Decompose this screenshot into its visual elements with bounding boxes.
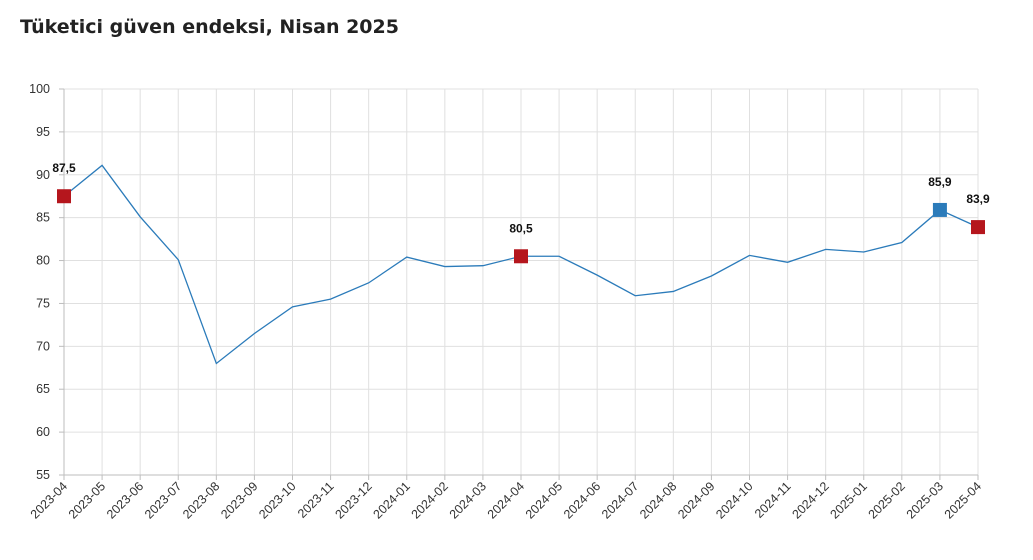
x-tick-label: 2025-04 — [942, 479, 984, 521]
x-tick-label: 2023-10 — [256, 479, 298, 521]
x-tick-label: 2025-01 — [828, 479, 870, 521]
x-tick-label: 2025-02 — [866, 479, 908, 521]
y-tick-label: 70 — [36, 339, 50, 353]
x-tick-label: 2024-05 — [523, 479, 565, 521]
y-tick-label: 100 — [29, 82, 50, 96]
data-marker — [514, 249, 528, 264]
x-tick-label: 2023-09 — [218, 479, 260, 521]
x-tick-label: 2024-12 — [789, 479, 831, 521]
grid — [63, 88, 979, 476]
x-tick-label: 2025-03 — [904, 479, 946, 521]
x-tick-label: 2023-05 — [66, 479, 108, 521]
y-tick-label: 75 — [36, 296, 50, 310]
x-tick-label: 2023-06 — [104, 479, 146, 521]
x-tick-label: 2024-09 — [675, 479, 717, 521]
x-tick-label: 2024-04 — [485, 479, 527, 521]
data-label: 87,5 — [52, 161, 76, 175]
y-tick-label: 65 — [36, 382, 50, 396]
data-marker — [971, 220, 985, 235]
y-tick-label: 85 — [36, 211, 50, 225]
x-tick-label: 2024-08 — [637, 479, 679, 521]
x-tick-label: 2023-08 — [180, 479, 222, 521]
data-label: 83,9 — [966, 192, 990, 206]
x-tick-label: 2023-11 — [295, 479, 337, 521]
y-tick-label: 55 — [36, 468, 50, 482]
x-tick-label: 2024-02 — [409, 479, 451, 521]
x-tick-label: 2024-01 — [371, 479, 413, 521]
y-tick-label: 60 — [36, 425, 50, 439]
y-tick-label: 80 — [36, 254, 50, 268]
tick-labels: 5560657075808590951002023-042023-052023-… — [28, 82, 984, 522]
data-label: 85,9 — [928, 175, 952, 189]
x-tick-label: 2023-12 — [332, 479, 374, 521]
axes — [59, 88, 979, 480]
y-tick-label: 95 — [36, 125, 50, 139]
x-tick-label: 2024-03 — [447, 479, 489, 521]
x-tick-label: 2024-11 — [752, 479, 794, 521]
x-tick-label: 2024-07 — [599, 479, 641, 521]
x-tick-label: 2024-06 — [561, 479, 603, 521]
markers: 87,5 80,5 85,9 83,9 — [52, 161, 990, 264]
data-marker — [932, 202, 947, 217]
data-label: 80,5 — [509, 221, 533, 235]
y-tick-label: 90 — [36, 168, 50, 182]
data-marker — [57, 189, 71, 204]
x-tick-label: 2024-10 — [713, 479, 755, 521]
chart-title: Tüketici güven endeksi, Nisan 2025 — [20, 16, 399, 38]
x-tick-label: 2023-04 — [28, 479, 70, 521]
x-tick-label: 2023-07 — [142, 479, 184, 521]
